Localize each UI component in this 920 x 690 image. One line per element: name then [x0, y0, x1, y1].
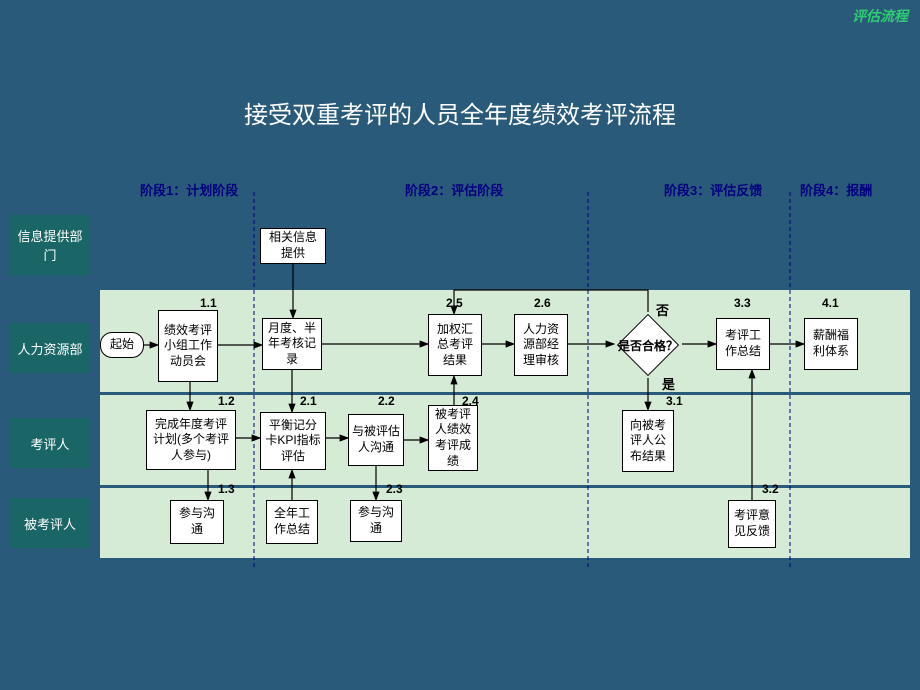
step-number-2-2: 2.2 — [378, 394, 395, 408]
node-n32: 考评意见反馈 — [728, 500, 776, 548]
node-n22: 与被评估人沟通 — [348, 414, 404, 466]
decision-text: 是否合格？ — [608, 335, 688, 355]
node-monthly: 月度、半年考核记录 — [262, 318, 322, 370]
node-n13: 参与沟通 — [170, 500, 224, 544]
step-number-1-3: 1.3 — [218, 482, 235, 496]
step-number-2-3: 2.3 — [386, 482, 403, 496]
lane-label-1: 人力资源部 — [10, 323, 90, 373]
phase-label-0: 阶段1：计划阶段 — [140, 180, 238, 199]
step-number-2-6: 2.6 — [534, 296, 551, 310]
node-n31: 向被考评人公布结果 — [622, 410, 674, 472]
node-n12: 完成年度考评计划(多个考评人参与) — [146, 410, 236, 470]
node-n33: 考评工作总结 — [716, 318, 770, 370]
node-n41: 薪酬福利体系 — [804, 318, 858, 370]
node-n25: 加权汇总考评结果 — [428, 314, 482, 376]
node-n11: 绩效考评小组工作动员会 — [158, 310, 218, 382]
node-yearwork: 全年工作总结 — [266, 500, 318, 544]
step-number-1-1: 1.1 — [200, 296, 217, 310]
lane-label-0: 信息提供部门 — [10, 215, 90, 275]
node-info: 相关信息提供 — [260, 228, 326, 264]
step-number-3-1: 3.1 — [666, 394, 683, 408]
phase-label-3: 阶段4：报酬 — [800, 180, 872, 199]
step-number-2-1: 2.1 — [300, 394, 317, 408]
step-number-4-1: 4.1 — [822, 296, 839, 310]
node-n21: 平衡记分卡KPI指标评估 — [260, 412, 326, 470]
step-number-2-4: 2.4 — [462, 394, 479, 408]
phase-label-2: 阶段3：评估反馈 — [664, 180, 762, 199]
step-number-2-5: 2.5 — [446, 296, 463, 310]
step-number-1-2: 1.2 — [218, 394, 235, 408]
node-n24: 被考评人绩效考评成绩 — [428, 405, 478, 471]
lane-label-2: 考评人 — [10, 418, 90, 468]
branch-label-0: 否 — [656, 300, 669, 319]
node-n26: 人力资源部经理审核 — [514, 314, 568, 376]
step-number-3-2: 3.2 — [762, 482, 779, 496]
node-n23: 参与沟通 — [350, 500, 402, 542]
lane-label-3: 被考评人 — [10, 498, 90, 548]
branch-label-1: 是 — [662, 374, 675, 393]
node-start: 起始 — [100, 332, 144, 358]
step-number-3-3: 3.3 — [734, 296, 751, 310]
phase-label-1: 阶段2：评估阶段 — [405, 180, 503, 199]
